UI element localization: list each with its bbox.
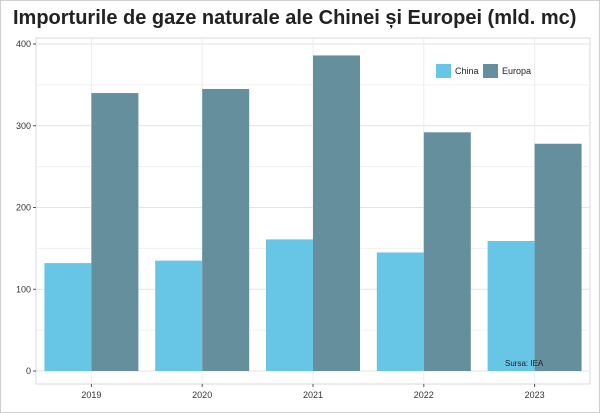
axes: 0 100 200 300 400 2019 2020 2021 2022 2023 [16,39,545,400]
bar-china-2019 [44,263,92,371]
y-tick-label: 300 [16,121,31,131]
y-tick-label: 400 [16,39,31,49]
bar-china-2022 [376,252,424,371]
legend-swatch-europa [483,64,498,78]
bar-europa-2019 [91,93,139,372]
x-tick-label: 2019 [81,390,101,400]
bar-china-2020 [155,260,203,371]
bar-europa-2023 [534,143,582,371]
bar-china-2021 [266,239,313,371]
bar-europa-2021 [313,55,360,371]
legend: China Europa [436,64,531,78]
bar-china-2023 [487,241,535,371]
chart-title: Importurile de gaze naturale ale Chinei … [13,7,577,29]
bars [44,55,582,372]
y-tick-label: 100 [16,284,31,294]
source-note: Sursa: IEA [505,359,544,368]
y-tick-label: 200 [16,203,31,213]
bar-europa-2020 [202,88,250,372]
x-tick-label: 2020 [192,390,212,400]
legend-swatch-china [436,64,451,78]
x-tick-label: 2022 [414,390,434,400]
legend-label-china: China [455,66,479,76]
bar-europa-2022 [423,132,471,371]
x-tick-label: 2023 [525,390,545,400]
x-tick-label: 2021 [303,390,323,400]
y-tick-label: 0 [26,366,31,376]
legend-label-europa: Europa [502,66,531,76]
